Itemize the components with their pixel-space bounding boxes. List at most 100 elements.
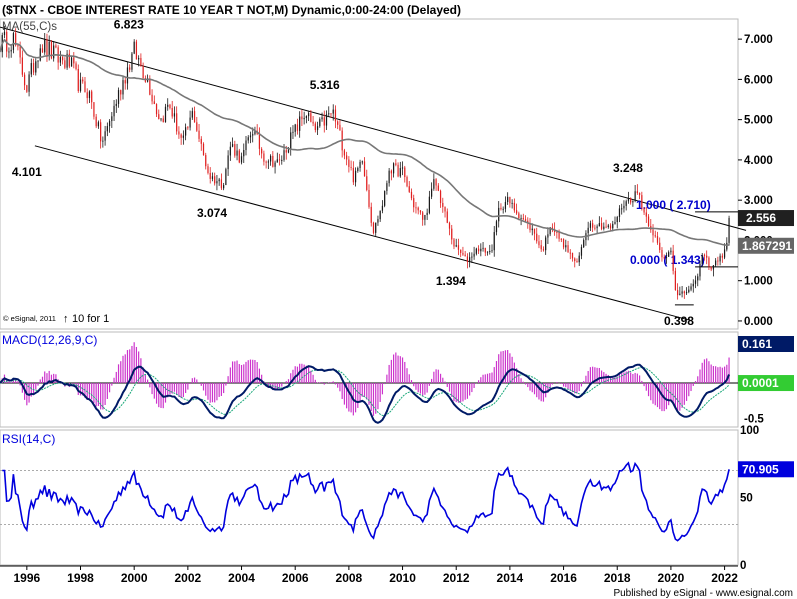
rsi-line [2, 461, 730, 542]
channel-lower-line [34, 145, 693, 322]
candle-body [723, 249, 726, 258]
candle-body [446, 211, 448, 223]
candle-body [258, 133, 261, 149]
candle-body [323, 117, 325, 126]
price-y-tick-label: 5.000 [744, 115, 773, 127]
candle-body [164, 106, 167, 123]
candle-body [712, 265, 715, 270]
candle-body [303, 117, 305, 120]
candle-body [372, 222, 375, 233]
time-axis-label: 1998 [67, 571, 94, 585]
time-axis-label: 2000 [121, 571, 148, 585]
candle-body [408, 186, 410, 192]
candle-body [75, 63, 77, 69]
ma-label: MA(55,C)s [2, 21, 57, 33]
candle-body [332, 109, 334, 114]
candle-body [692, 283, 694, 287]
candle-body [321, 117, 323, 120]
candle-body [594, 227, 596, 229]
candle-body [442, 202, 444, 207]
candle-body [404, 167, 406, 178]
candle-body [178, 131, 180, 135]
candle-body [133, 41, 135, 54]
candle-body [124, 80, 126, 84]
candle-body [238, 150, 240, 163]
candle-body [68, 53, 70, 67]
candle-body [187, 127, 189, 129]
candle-body [140, 58, 142, 67]
candle-body [576, 261, 578, 263]
candle-body [48, 41, 50, 56]
candle-body [15, 33, 17, 46]
candle-body [149, 78, 151, 95]
candle-body [193, 111, 196, 123]
candle-body [477, 248, 480, 252]
candle-body [605, 226, 607, 228]
candle-body [305, 116, 307, 118]
candle-body [225, 169, 227, 186]
candle-body [216, 181, 218, 184]
candle-body [614, 222, 616, 224]
time-axis-label: 2014 [497, 571, 524, 585]
candle-body [290, 132, 292, 150]
candle-body [312, 121, 314, 124]
candle-body [683, 291, 685, 294]
candle-body [562, 238, 565, 248]
candle-body [632, 200, 634, 203]
candle-body [171, 107, 173, 117]
rsi-pane-frame [0, 429, 739, 566]
candle-body [53, 45, 55, 59]
candle-body [207, 166, 209, 173]
candle-body [621, 208, 623, 210]
macd-value-tag [738, 336, 794, 352]
candle-body [565, 245, 567, 248]
candle-body [55, 45, 57, 48]
candle-body [679, 293, 681, 296]
candle-body [460, 249, 462, 253]
price-y-tick-label: 4.000 [744, 155, 773, 167]
rsi-pane: RSI(14,C) 100 50 0 70.905 [0, 425, 794, 572]
candle-body [475, 248, 477, 254]
candle-body [507, 196, 509, 202]
candle-body [665, 256, 668, 259]
candle-body [480, 248, 482, 252]
candle-body [634, 191, 636, 201]
candle-body [243, 150, 245, 157]
macd-signal-line [0, 366, 730, 417]
candle-body [659, 242, 661, 250]
time-axis: 1996 1998 2000 2002 2004 2006 2008 2010 2012 2014… [0, 565, 738, 585]
candle-body [571, 252, 574, 259]
candle-body [502, 208, 504, 210]
candle-body [545, 237, 547, 251]
candle-body [471, 256, 473, 258]
candle-body [229, 146, 231, 156]
candle-body [674, 270, 676, 291]
candle-body [491, 250, 493, 252]
candle-body [388, 170, 390, 184]
candle-body [368, 189, 370, 207]
rsi-title: RSI(14,C) [2, 432, 55, 446]
candle-body [95, 116, 97, 127]
candle-body [211, 176, 214, 179]
candle-body [155, 104, 158, 115]
candle-body [498, 207, 500, 222]
candle-body [533, 228, 536, 234]
candle-body [627, 197, 630, 202]
candle-body [296, 124, 299, 131]
candle-body [196, 122, 198, 131]
candle-body [44, 39, 46, 53]
swing-label: 6.823 [114, 17, 144, 31]
candle-body [236, 150, 238, 156]
candle-body [169, 104, 171, 108]
candle-body [493, 232, 495, 251]
candle-body [598, 223, 600, 227]
candle-body [319, 119, 321, 127]
price-y-tick-label: 1.000 [744, 276, 773, 288]
rsi-value: 70.905 [742, 462, 779, 476]
candle-body [719, 255, 721, 262]
candle-body [17, 45, 19, 47]
candle-body [623, 205, 625, 209]
candle-body [542, 249, 545, 251]
